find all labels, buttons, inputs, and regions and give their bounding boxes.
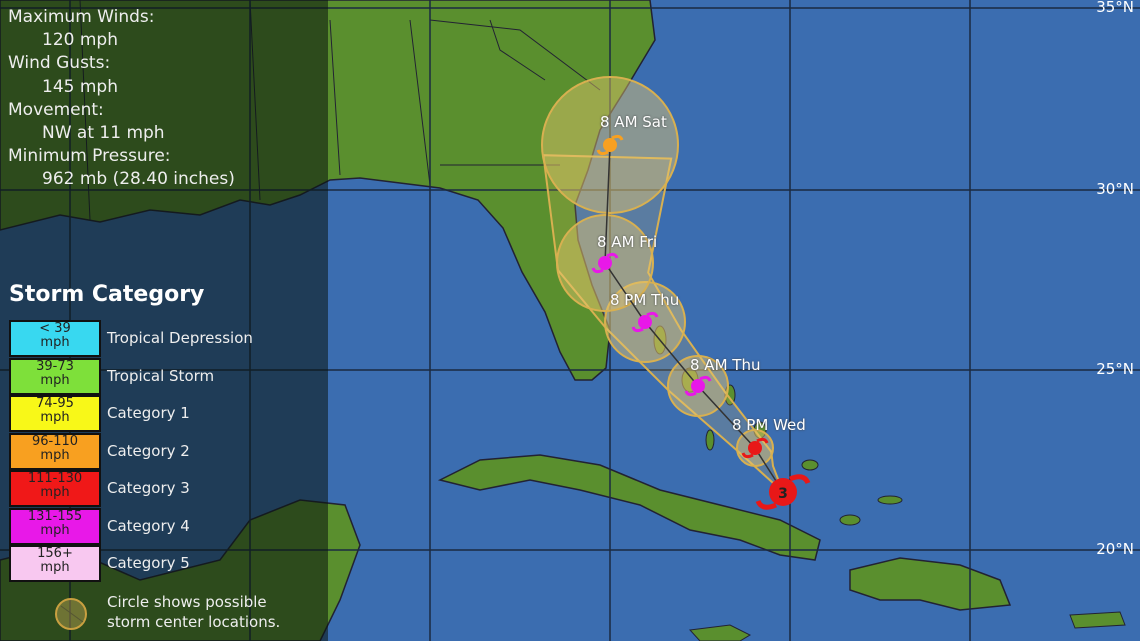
legend-swatch: 131-155 mph [9,507,101,545]
legend-item: 96-110 mph Category 2 [9,432,309,470]
legend-swatch: < 39 mph [9,320,101,357]
puerto-rico [1069,611,1126,629]
lat-label-20: 20°N [1096,540,1134,558]
lat-label-35: 35°N [1096,0,1134,16]
circle-note-line-2: storm center locations. [107,613,281,631]
swatch-unit: mph [40,372,70,388]
hurricane-symbol-icon [638,315,652,329]
legend-swatch: 111-130 mph [9,470,101,507]
swatch-range: 96-110 [31,433,79,449]
legend-item: 156+ mph Category 5 [9,545,309,582]
legend-item: 131-155 mph Category 4 [9,507,309,545]
legend-label: Category 2 [107,441,190,460]
forecast-track: 3 [541,76,811,510]
hurricane-symbol-icon [748,441,762,455]
current-category-label: 3 [778,486,788,502]
circle-legend-icon [55,598,87,630]
swatch-unit: mph [40,447,70,463]
swatch-range: 131-155 [27,508,83,524]
gusts-value: 145 mph [42,76,118,97]
pressure-value: 962 mb (28.40 inches) [42,169,235,190]
circle-note: Circle shows possible storm center locat… [107,592,280,632]
swatch-unit: mph [40,560,70,575]
swatch-range: 74-95 [36,396,74,411]
track-line [604,144,784,493]
hurricane-arm-icon [596,134,624,156]
storm-info: Maximum Winds: 120 mph Wind Gusts: 145 m… [8,6,235,192]
forecast-time-label: 8 AM Thu [690,356,761,374]
forecast-time-label: 8 AM Sat [600,113,667,131]
hurricane-symbol-icon [603,138,617,152]
legend-label: Tropical Storm [107,366,215,385]
legend-item: < 39 mph Tropical Depression [9,320,309,357]
legend-item: 111-130 mph Category 3 [9,470,309,507]
hurricane-arm-icon [684,375,712,397]
legend-label: Category 5 [107,554,190,572]
legend-label: Category 1 [107,404,190,422]
forecast-time-label: 8 AM Fri [597,233,658,251]
pressure-label: Minimum Pressure: [8,146,171,167]
lat-label-25: 25°N [1096,360,1134,378]
hurricane-symbol-icon [598,256,612,270]
legend-swatch: 96-110 mph [9,432,101,470]
lat-label-30: 30°N [1096,180,1134,198]
legend-label: Category 3 [107,479,190,497]
max-winds-value: 120 mph [42,30,118,51]
current-storm-arm-icon [755,474,811,510]
swatch-unit: mph [40,335,70,350]
legend-item: 74-95 mph Category 1 [9,395,309,432]
circle-note-line-1: Circle shows possible [107,593,267,611]
max-winds-label: Maximum Winds: [8,7,155,27]
cuba [437,454,821,561]
swatch-unit: mph [40,410,70,425]
movement-label: Movement: [8,99,104,120]
gusts-label: Wind Gusts: [8,53,111,74]
legend-swatch: 39-73 mph [9,357,101,395]
legend-swatch: 156+ mph [9,545,101,582]
swatch-range: 39-73 [36,358,74,374]
jamaica [688,624,752,641]
swatch-range: < 39 [39,321,71,336]
state-borders [79,0,601,221]
legend-swatch: 74-95 mph [9,395,101,432]
swatch-range: 156+ [37,546,73,561]
swatch-unit: mph [40,522,70,538]
current-storm-icon [769,478,797,506]
forecast-time-label: 8 PM Wed [732,416,806,434]
swatch-unit: mph [40,485,70,500]
hurricane-arm-icon [631,311,659,333]
legend-title: Storm Category [9,282,205,307]
hurricane-symbol-icon [691,379,705,393]
hurricane-arm-icon [591,252,619,274]
legend-label: Tropical Depression [107,329,253,347]
movement-value: NW at 11 mph [42,123,165,144]
forecast-time-label: 8 PM Thu [610,291,680,309]
legend-label: Category 4 [107,516,190,535]
legend-item: 39-73 mph Tropical Storm [9,357,309,395]
swatch-range: 111-130 [27,471,83,486]
hurricane-arm-icon [741,437,769,459]
